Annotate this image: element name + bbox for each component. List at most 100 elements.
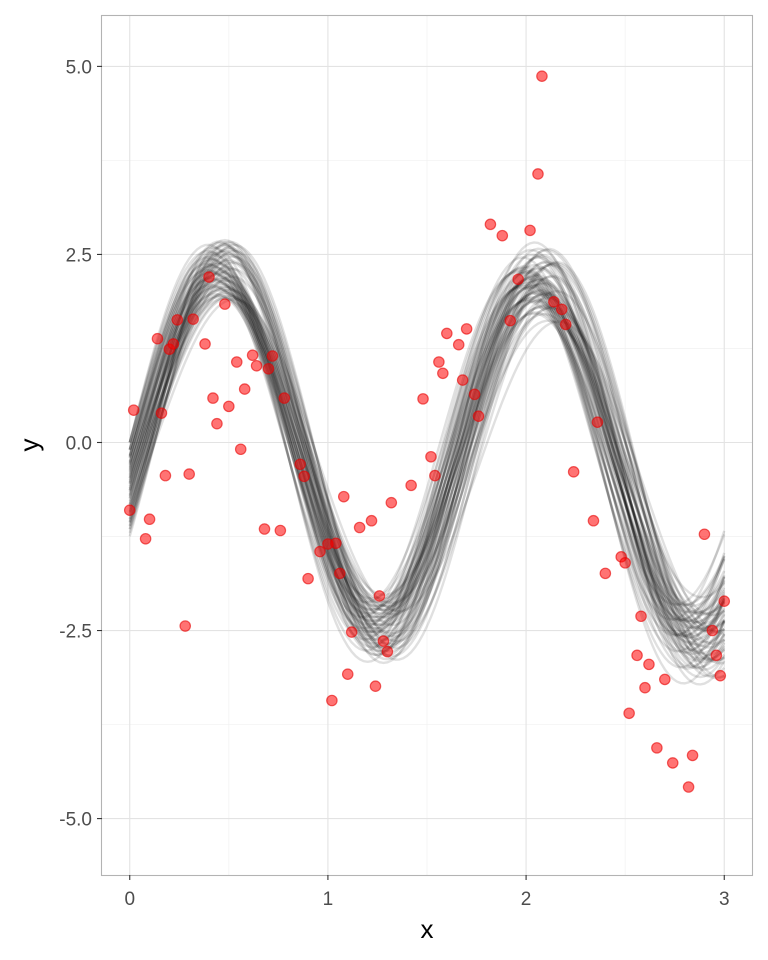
data-point bbox=[385, 496, 398, 509]
x-tick-label: 0 bbox=[124, 889, 135, 910]
fitted-curve bbox=[128, 271, 726, 638]
data-point bbox=[139, 532, 152, 545]
fitted-curve bbox=[128, 252, 725, 680]
fitted-curve bbox=[128, 288, 726, 633]
data-point bbox=[567, 466, 580, 478]
data-point bbox=[127, 404, 140, 416]
data-point bbox=[230, 356, 243, 368]
fitted-curve bbox=[128, 268, 726, 621]
data-point bbox=[425, 450, 437, 463]
fitted-curve bbox=[128, 293, 726, 607]
data-point bbox=[211, 417, 223, 430]
fitted-curve bbox=[128, 296, 726, 625]
fitted-curve bbox=[128, 285, 726, 615]
data-point bbox=[643, 658, 655, 671]
grid-layer bbox=[102, 16, 752, 875]
fitted-curve bbox=[128, 259, 726, 671]
data-point bbox=[536, 70, 548, 82]
data-point bbox=[369, 680, 382, 693]
data-point bbox=[143, 513, 156, 526]
y-tick-label: -2.5 bbox=[59, 622, 92, 643]
data-point bbox=[714, 669, 727, 682]
plot-panel bbox=[100, 14, 754, 877]
fitted-curve bbox=[128, 267, 725, 665]
data-point bbox=[341, 668, 354, 680]
data-point bbox=[171, 314, 184, 326]
data-point bbox=[298, 470, 310, 483]
data-point bbox=[619, 557, 631, 569]
data-point bbox=[199, 338, 211, 350]
fitted-curve bbox=[128, 241, 726, 669]
fitted-curve bbox=[128, 292, 726, 607]
data-point bbox=[591, 416, 604, 428]
data-point bbox=[417, 393, 429, 405]
fitted-curve bbox=[128, 258, 726, 670]
fitted-curve bbox=[128, 284, 726, 606]
data-point bbox=[294, 458, 306, 471]
fitted-curve bbox=[128, 249, 726, 662]
fitted-curve bbox=[128, 275, 726, 657]
fitted-curve bbox=[128, 255, 725, 646]
data-point bbox=[631, 649, 643, 662]
data-point bbox=[512, 273, 524, 286]
data-point bbox=[452, 338, 465, 351]
x-tick-label: 2 bbox=[521, 889, 532, 910]
data-point bbox=[472, 410, 485, 422]
data-point bbox=[167, 338, 180, 350]
fitted-curve bbox=[128, 258, 725, 663]
data-point bbox=[258, 523, 271, 535]
data-point bbox=[203, 271, 215, 283]
fitted-curve bbox=[128, 253, 726, 636]
data-point bbox=[345, 626, 358, 638]
fitted-curve bbox=[128, 251, 726, 679]
data-point bbox=[381, 645, 394, 658]
fitted-curve bbox=[128, 297, 725, 634]
data-point bbox=[373, 590, 386, 602]
fitted-curve bbox=[128, 286, 726, 623]
y-tick-label: 0.0 bbox=[66, 433, 92, 454]
data-point bbox=[559, 318, 572, 331]
data-point bbox=[706, 624, 719, 637]
data-point bbox=[314, 545, 326, 558]
data-point bbox=[155, 407, 168, 419]
data-point bbox=[159, 469, 172, 482]
fitted-curve bbox=[128, 265, 726, 654]
fitted-curve bbox=[128, 246, 726, 644]
data-point bbox=[302, 572, 314, 585]
fitted-curve bbox=[128, 247, 726, 653]
data-point bbox=[334, 567, 346, 580]
data-point bbox=[151, 332, 164, 345]
data-point bbox=[219, 298, 231, 310]
fitted-curve bbox=[128, 240, 726, 660]
fitted-curve bbox=[128, 277, 726, 622]
data-point bbox=[123, 504, 136, 516]
data-point bbox=[496, 229, 509, 242]
fitted-curve bbox=[128, 279, 726, 632]
fitted-curve bbox=[128, 284, 726, 606]
data-point bbox=[207, 392, 219, 404]
data-point bbox=[246, 349, 259, 362]
data-point bbox=[504, 314, 517, 327]
data-point bbox=[651, 742, 663, 754]
data-point bbox=[698, 528, 711, 541]
fitted-curve bbox=[128, 272, 726, 648]
fitted-curve bbox=[128, 277, 726, 622]
data-point bbox=[278, 392, 291, 404]
data-point bbox=[377, 635, 390, 647]
data-point bbox=[441, 327, 453, 340]
fitted-curve bbox=[128, 266, 726, 655]
fitted-curve bbox=[128, 266, 726, 664]
data-point bbox=[187, 313, 199, 325]
fitted-curve bbox=[128, 291, 726, 599]
fitted-curve bbox=[128, 250, 726, 670]
fitted-curve bbox=[128, 285, 726, 615]
data-point bbox=[623, 707, 635, 720]
fitted-curve bbox=[128, 243, 726, 678]
fitted-curve bbox=[128, 262, 726, 637]
fitted-curve bbox=[128, 269, 726, 621]
fitted-curve bbox=[128, 271, 726, 638]
fitted-curve bbox=[128, 295, 726, 625]
fitted-curve bbox=[128, 280, 726, 639]
y-tick-label: 2.5 bbox=[66, 245, 92, 266]
